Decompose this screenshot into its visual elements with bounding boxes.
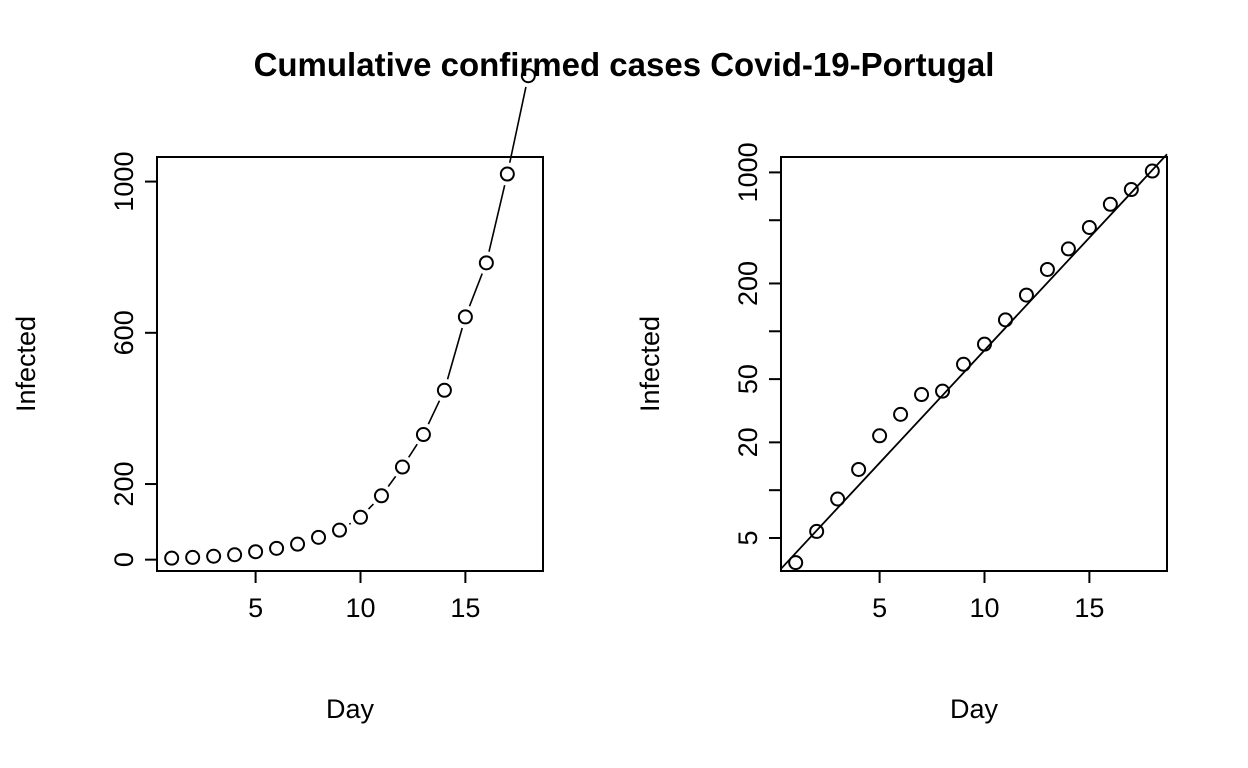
series-points — [788, 163, 1160, 571]
data-point — [788, 555, 804, 571]
line-segment — [408, 443, 418, 458]
data-point — [373, 488, 389, 504]
data-point — [311, 529, 327, 545]
x-axis-label: Day — [326, 694, 375, 724]
data-point — [206, 548, 222, 564]
chart-title: Cumulative confirmed cases Covid-19-Port… — [254, 46, 995, 83]
data-point — [809, 523, 825, 539]
data-point — [164, 550, 180, 566]
series-line — [348, 86, 527, 525]
data-point — [1144, 163, 1160, 179]
data-point — [248, 544, 264, 560]
data-point — [1060, 241, 1076, 257]
data-point — [935, 383, 951, 399]
line-segment — [367, 503, 375, 510]
data-point — [290, 536, 306, 552]
line-segment — [488, 185, 506, 252]
data-point — [1081, 219, 1097, 235]
data-point — [851, 461, 867, 477]
data-point — [1123, 182, 1139, 198]
x-tick-label: 15 — [1074, 593, 1104, 623]
data-point — [415, 427, 431, 443]
data-point — [1039, 261, 1055, 277]
y-tick-label: 20 — [733, 427, 763, 457]
fit-line — [780, 153, 1168, 570]
data-point — [457, 309, 473, 325]
line-segment — [446, 327, 463, 380]
x-tick-label: 10 — [969, 593, 999, 623]
data-point — [478, 255, 494, 271]
x-tick-label: 10 — [345, 593, 375, 623]
y-tick-label: 50 — [733, 364, 763, 394]
y-tick-label: 1000 — [733, 142, 763, 202]
data-point — [872, 428, 888, 444]
data-point — [976, 336, 992, 352]
y-tick-label: 600 — [109, 310, 139, 355]
y-axis: 5 20 50 200 1000 — [733, 142, 781, 546]
x-axis: 5 10 15 — [872, 571, 1104, 623]
x-axis: 5 10 15 — [248, 571, 480, 623]
data-point — [332, 522, 348, 538]
line-segment — [387, 475, 397, 487]
regression-line — [780, 153, 1168, 570]
data-point — [893, 406, 909, 422]
data-point — [394, 459, 410, 475]
data-point — [830, 491, 846, 507]
data-point — [269, 540, 285, 556]
data-point — [997, 312, 1013, 328]
data-point — [185, 549, 201, 565]
y-tick-label: 200 — [109, 462, 139, 507]
x-tick-label: 15 — [450, 593, 480, 623]
x-tick-label: 5 — [872, 593, 887, 623]
y-axis-label: Infected — [11, 316, 41, 412]
y-tick-label: 0 — [109, 552, 139, 567]
y-tick-label: 1000 — [109, 152, 139, 212]
plot-frame — [780, 156, 1168, 572]
data-point — [499, 166, 515, 182]
data-point — [1102, 196, 1118, 212]
data-point — [1018, 287, 1034, 303]
y-tick-label: 200 — [733, 261, 763, 306]
data-point — [436, 382, 452, 398]
linear-scale-panel: 5 10 15 0 200 600 1000 Day Infected — [11, 68, 544, 724]
data-point — [956, 356, 972, 372]
line-segment — [508, 86, 527, 163]
line-segment — [348, 522, 352, 525]
data-point — [520, 68, 536, 84]
x-axis-label: Day — [950, 694, 999, 724]
y-tick-label: 5 — [733, 530, 763, 545]
line-segment — [427, 400, 441, 425]
series-points — [164, 68, 536, 566]
x-tick-label: 5 — [248, 593, 263, 623]
y-axis-label: Infected — [635, 316, 665, 412]
data-point — [352, 509, 368, 525]
plot-frame — [156, 156, 544, 572]
line-segment — [468, 273, 483, 307]
data-point — [227, 547, 243, 563]
data-point — [914, 387, 930, 403]
y-axis: 0 200 600 1000 — [109, 152, 157, 567]
log-scale-panel: 5 10 15 5 20 50 200 1000 Day Infected — [635, 142, 1168, 724]
